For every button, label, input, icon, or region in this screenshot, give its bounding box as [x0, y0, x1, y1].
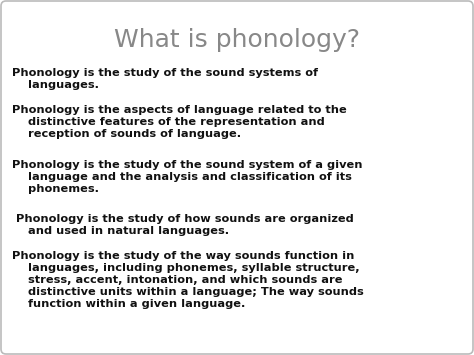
Text: Phonology is the study of how sounds are organized
    and used in natural langu: Phonology is the study of how sounds are…	[12, 214, 354, 236]
Text: Phonology is the study of the sound systems of
    languages.: Phonology is the study of the sound syst…	[12, 68, 318, 90]
Text: Phonology is the study of the sound system of a given
    language and the analy: Phonology is the study of the sound syst…	[12, 159, 362, 193]
Text: What is phonology?: What is phonology?	[114, 28, 360, 52]
Text: Phonology is the study of the way sounds function in
    languages, including ph: Phonology is the study of the way sounds…	[12, 251, 364, 309]
Text: Phonology is the aspects of language related to the
    distinctive features of : Phonology is the aspects of language rel…	[12, 105, 346, 139]
